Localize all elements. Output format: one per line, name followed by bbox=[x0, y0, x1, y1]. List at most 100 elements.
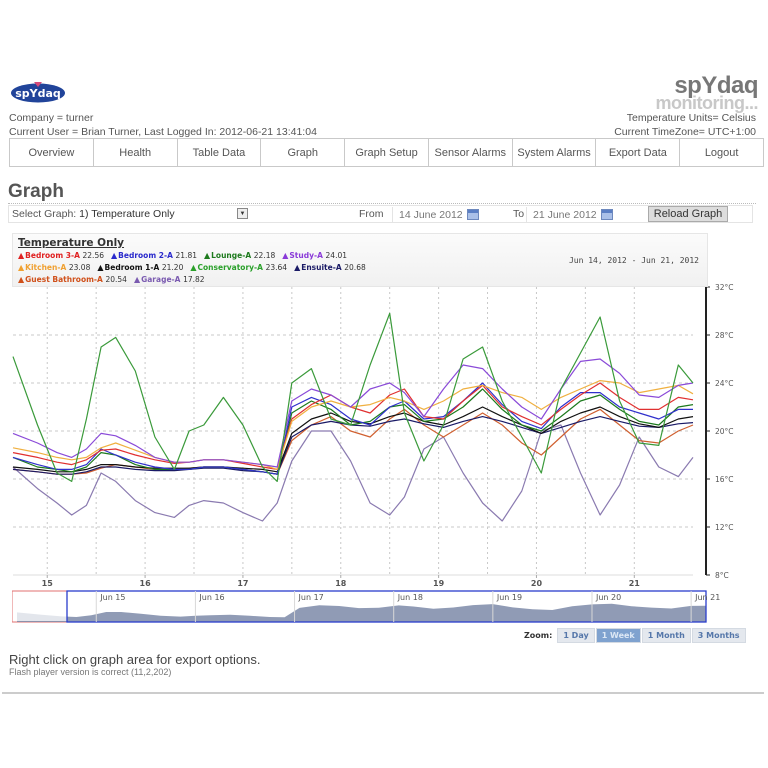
footer-divider bbox=[2, 692, 764, 694]
legend-series-value: 20.68 bbox=[344, 263, 366, 272]
legend-series-value: 22.18 bbox=[253, 251, 276, 260]
calendar-icon[interactable] bbox=[600, 209, 613, 220]
legend-item[interactable]: ▲Lounge-A 22.18 bbox=[204, 251, 275, 260]
svg-text:spYdaq: spYdaq bbox=[15, 87, 61, 100]
navigator-date-label: Jun 18 bbox=[397, 593, 423, 602]
nav-sensor-alarms[interactable]: Sensor Alarms bbox=[429, 139, 513, 166]
zoom-1-week[interactable]: 1 Week bbox=[595, 628, 641, 643]
navigator-date-label: Jun 19 bbox=[496, 593, 522, 602]
legend-item[interactable]: ▲Ensuite-A 20.68 bbox=[294, 263, 366, 272]
x-tick-label: 18 bbox=[335, 579, 347, 588]
temperature-chart[interactable]: 8°C 12°C 16°C 20°C 24°C 28°C 32°C 15 16 17 18 19 20 2… bbox=[12, 233, 756, 643]
title-divider bbox=[8, 203, 756, 204]
reload-graph-button[interactable]: Reload Graph bbox=[648, 206, 728, 222]
select-graph-dropdown[interactable]: Select Graph: 1) Temperature Only bbox=[12, 208, 175, 220]
triangle-icon: ▲ bbox=[204, 251, 211, 260]
x-tick-label: 20 bbox=[531, 579, 543, 588]
chevron-down-icon[interactable]: ▼ bbox=[237, 208, 248, 219]
calendar-icon[interactable] bbox=[466, 209, 479, 220]
zoom-1-day[interactable]: 1 Day bbox=[557, 628, 595, 643]
triangle-icon: ▲ bbox=[111, 251, 118, 260]
series-line[interactable] bbox=[12, 380, 694, 470]
legend-item[interactable]: ▲Guest Bathroom-A 20.54 bbox=[18, 275, 127, 284]
zoom-1-month[interactable]: 1 Month bbox=[641, 628, 691, 643]
legend-series-name: Bedroom 2-A bbox=[118, 251, 176, 260]
series-lines bbox=[12, 312, 694, 522]
y-tick-label: 12°C bbox=[715, 523, 734, 532]
from-date-value: 14 June 2012 bbox=[399, 208, 463, 221]
page-title: Graph bbox=[8, 181, 64, 202]
legend-row: ▲Kitchen-A 23.08 ▲Bedroom 1-A 21.20 ▲Conse… bbox=[18, 263, 373, 272]
x-tick-label: 15 bbox=[42, 579, 54, 588]
legend-item[interactable]: ▲Conservatory-A 23.64 bbox=[190, 263, 287, 272]
legend-series-value: 24.01 bbox=[325, 251, 348, 260]
legend-series-value: 21.81 bbox=[175, 251, 197, 260]
legend-series-name: Kitchen-A bbox=[25, 263, 69, 272]
nav-health[interactable]: Health bbox=[94, 139, 178, 166]
nav-graph[interactable]: Graph bbox=[261, 139, 346, 166]
nav-logout[interactable]: Logout bbox=[704, 146, 739, 159]
nav-overview[interactable]: Overview bbox=[10, 139, 94, 166]
legend-series-value: 23.64 bbox=[265, 263, 288, 272]
zoom-label: Zoom: bbox=[524, 631, 553, 640]
to-date-field[interactable]: 21 June 2012 bbox=[526, 207, 613, 222]
series-line[interactable] bbox=[12, 358, 694, 468]
series-line[interactable] bbox=[12, 382, 693, 475]
legend-series-value: 17.82 bbox=[183, 275, 205, 284]
legend-item[interactable]: ▲Bedroom 2-A 21.81 bbox=[111, 251, 197, 260]
nav-export-data[interactable]: Export Data bbox=[596, 139, 681, 166]
temperature-units-label: Temperature Units= Celsius bbox=[626, 112, 756, 124]
flash-version-note: Flash player version is correct (11,2,20… bbox=[9, 667, 172, 677]
nav-table-data[interactable]: Table Data bbox=[178, 139, 262, 166]
triangle-icon: ▲ bbox=[97, 263, 104, 272]
main-nav: Overview Health Table Data Graph Graph S… bbox=[9, 138, 764, 167]
legend-series-value: 20.54 bbox=[105, 275, 127, 284]
triangle-icon: ▲ bbox=[18, 263, 25, 272]
series-line[interactable] bbox=[12, 416, 694, 475]
triangle-icon: ▲ bbox=[18, 251, 25, 260]
chart-date-range: Jun 14, 2012 - Jun 21, 2012 bbox=[568, 256, 699, 265]
navigator-date-label: Jun 20 bbox=[595, 593, 621, 602]
y-tick-label: 32°C bbox=[715, 283, 734, 292]
navigator-date-label: Jun 17 bbox=[298, 593, 324, 602]
spydaq-logo[interactable]: spYdaq bbox=[10, 81, 66, 103]
x-tick-label: 16 bbox=[140, 579, 152, 588]
zoom-3-months[interactable]: 3 Months bbox=[691, 628, 746, 643]
legend-series-value: 23.08 bbox=[68, 263, 91, 272]
series-line[interactable] bbox=[12, 424, 694, 522]
legend-item[interactable]: ▲Study-A 24.01 bbox=[282, 251, 347, 260]
navigator-date-label: Jun 15 bbox=[99, 593, 125, 602]
chart-title: Temperature Only bbox=[18, 237, 125, 249]
triangle-icon: ▲ bbox=[294, 263, 301, 272]
legend-item[interactable]: ▲Bedroom 1-A 21.20 bbox=[97, 263, 183, 272]
grid-lines bbox=[13, 287, 693, 576]
y-tick-label: 16°C bbox=[715, 475, 734, 484]
select-graph-value: 1) Temperature Only bbox=[79, 208, 175, 220]
spydaq-monitoring-logo: spYdaq monitoring... bbox=[656, 74, 759, 113]
triangle-icon: ▲ bbox=[190, 263, 197, 272]
units-info: Temperature Units= Celsius Current TimeZ… bbox=[614, 111, 756, 139]
from-date-field[interactable]: 14 June 2012 bbox=[392, 207, 479, 222]
range-navigator[interactable]: Jun 15 Jun 16 Jun 17 Jun 18 Jun 19 Jun 20 Jun … bbox=[12, 590, 720, 623]
triangle-icon: ▲ bbox=[18, 275, 25, 284]
chart-plot-area[interactable]: 8°C 12°C 16°C 20°C 24°C 28°C 32°C 15 16 17 18 19 20 2… bbox=[12, 233, 756, 627]
legend-item[interactable]: ▲Garage-A 17.82 bbox=[134, 275, 205, 284]
y-axis: 8°C 12°C 16°C 20°C 24°C 28°C 32°C bbox=[705, 283, 734, 580]
nav-graph-setup[interactable]: Graph Setup bbox=[345, 139, 429, 166]
legend-series-name: Bedroom 1-A bbox=[104, 263, 162, 272]
y-tick-label: 8°C bbox=[715, 571, 729, 580]
legend-series-name: Conservatory-A bbox=[197, 263, 266, 272]
y-tick-label: 24°C bbox=[715, 379, 734, 388]
account-info: Company = turner Current User = Brian Tu… bbox=[9, 111, 317, 139]
navigator-selection[interactable] bbox=[66, 590, 707, 623]
legend-series-name: Ensuite-A bbox=[301, 263, 345, 272]
legend-series-value: 22.56 bbox=[82, 251, 104, 260]
nav-system-alarms[interactable]: System Alarms bbox=[513, 139, 597, 166]
x-tick-label: 21 bbox=[629, 579, 641, 588]
legend-series-name: Garage-A bbox=[141, 275, 184, 284]
navigator-date-label: Jun 21 bbox=[694, 593, 720, 602]
series-line[interactable] bbox=[12, 312, 694, 482]
legend-series-name: Study-A bbox=[289, 251, 326, 260]
legend-item[interactable]: ▲Kitchen-A 23.08 bbox=[18, 263, 90, 272]
legend-item[interactable]: ▲Bedroom 3-A 22.56 bbox=[18, 251, 104, 260]
